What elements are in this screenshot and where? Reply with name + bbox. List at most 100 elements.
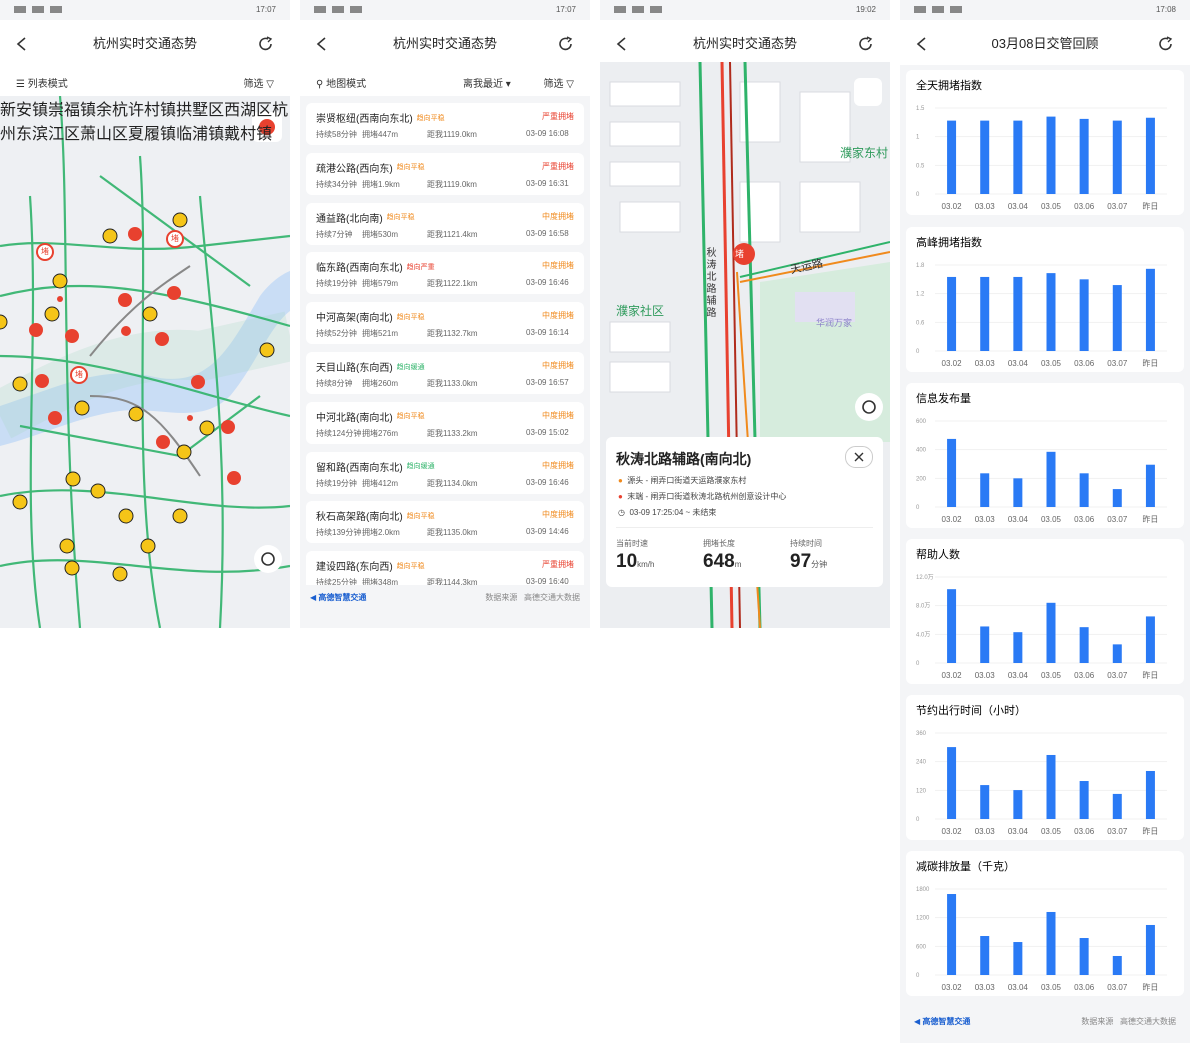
time: 03-09 16:08 bbox=[526, 129, 569, 138]
stat: 648m bbox=[703, 551, 741, 573]
list-item[interactable]: 崇贤枢纽(西南向东北) 趋向平稳 严重拥堵 持续58分钟 拥堵447m 距我1119.0k… bbox=[306, 103, 584, 145]
chart-title: 全天拥堵指数 bbox=[916, 78, 982, 92]
filter-label: 筛选 bbox=[243, 79, 264, 90]
refresh[interactable] bbox=[258, 36, 274, 52]
road-name: 临东路(西南向东北) bbox=[316, 263, 403, 275]
map-label: 华润万家 bbox=[816, 318, 853, 328]
footer: ◀ 高德智慧交通 数据来源 高德交通大数据 bbox=[914, 1017, 1176, 1026]
trend-tag: 趋向缓通 bbox=[406, 463, 435, 471]
list-item[interactable]: 建设四路(东向西) 趋向平稳 严重拥堵 持续25分钟 拥堵348m 距我1144.3km 0… bbox=[306, 551, 584, 585]
x-tick-label: 03.02 bbox=[942, 983, 963, 992]
bar bbox=[1112, 955, 1122, 975]
stat-unit: m bbox=[734, 560, 742, 569]
back[interactable] bbox=[16, 37, 28, 51]
x-tick-label: 03.07 bbox=[1107, 359, 1128, 368]
bar bbox=[980, 276, 990, 351]
x-tick-label: 03.03 bbox=[975, 202, 996, 211]
map-label: 萧山区 bbox=[80, 126, 129, 143]
list-item[interactable]: 秋石高架路(南向北) 趋向平稳 中度拥堵 持续139分钟 拥堵2.0km 距我1135.0… bbox=[306, 501, 584, 544]
list-item[interactable]: 通益路(北向南) 趋向平稳 中度拥堵 持续7分钟 拥堵530m 距我1121.4km 03-… bbox=[306, 202, 584, 245]
end: ● 末端 - 闸弄口街道秋涛北路杭州创意设计中心 bbox=[618, 492, 787, 501]
y-tick-label: 400 bbox=[916, 448, 927, 454]
item-title: 临东路(西南向东北) 趋向严重 bbox=[316, 259, 435, 274]
filter[interactable]: 筛选 ▽ bbox=[543, 79, 574, 90]
map-label: 临浦镇 bbox=[176, 126, 225, 143]
y-tick-label: 1 bbox=[916, 135, 920, 141]
map-marker: 堵 bbox=[735, 249, 745, 259]
chart-title: 减碳排放量（千克） bbox=[916, 859, 1015, 873]
status-bar: 19:02 bbox=[600, 0, 890, 20]
bar bbox=[1145, 464, 1155, 507]
time: 03-09 16:46 bbox=[526, 278, 569, 288]
y-tick-label: 0 bbox=[916, 661, 920, 667]
status: 中度拥堵 bbox=[542, 361, 574, 370]
screen-map: 17:07 杭州实时交通态势 ☰ 列表模式 筛选 ▽ 新安镇崇福镇余杭许村镇拱墅… bbox=[0, 0, 290, 628]
bar bbox=[1112, 120, 1122, 194]
distance: 距我1119.0km bbox=[427, 130, 477, 139]
list-item[interactable]: 留和路(西南向东北) 趋向缓通 中度拥堵 持续19分钟 拥堵412m 距我1134.0km… bbox=[306, 451, 584, 494]
list-mode[interactable]: ☰ 列表模式 bbox=[16, 79, 68, 90]
x-tick-label: 03.03 bbox=[975, 515, 996, 524]
y-tick-label: 8.0万 bbox=[916, 603, 930, 610]
y-tick-label: 1.8 bbox=[916, 263, 925, 269]
x-tick-label: 03.05 bbox=[1041, 827, 1062, 836]
item-title: 秋石高架路(南向北) 趋向平稳 bbox=[316, 508, 435, 523]
source: 高德交通大数据 bbox=[524, 593, 580, 602]
map-label: 天运路 bbox=[789, 257, 825, 277]
back[interactable] bbox=[916, 37, 928, 51]
x-tick-label: 昨日 bbox=[1142, 670, 1158, 680]
refresh[interactable] bbox=[558, 36, 574, 52]
stat-label: 拥堵长度 bbox=[703, 539, 735, 548]
chart-title: 信息发布量 bbox=[916, 391, 971, 405]
toolbar: ☰ 列表模式 筛选 ▽ bbox=[0, 68, 290, 96]
map-label: 滨江区 bbox=[32, 126, 81, 143]
charts: 全天拥堵指数 0 0.5 1 1.5 03.02 03.03 03.04 03.05 03.06 0… bbox=[906, 70, 1184, 996]
bar bbox=[1079, 938, 1089, 975]
trend-tag: 趋向缓通 bbox=[396, 363, 425, 371]
distance: 距我1134.0km bbox=[427, 478, 478, 488]
y-tick-label: 4.0万 bbox=[916, 631, 930, 638]
road-name: 秋石高架路(南向北) bbox=[316, 512, 403, 524]
map-mode[interactable]: ⚲ 地图模式 bbox=[316, 79, 367, 90]
x-tick-label: 03.07 bbox=[1107, 202, 1128, 211]
filter[interactable]: 筛选 ▽ bbox=[243, 79, 274, 90]
stat-unit: 分钟 bbox=[811, 560, 828, 569]
y-tick-label: 1800 bbox=[916, 887, 930, 893]
back[interactable] bbox=[616, 37, 628, 51]
x-tick-label: 03.06 bbox=[1074, 359, 1095, 368]
bar bbox=[947, 747, 957, 819]
status-bar: 17:07 bbox=[300, 0, 590, 20]
clock: 17:07 bbox=[255, 5, 276, 14]
x-tick-label: 昨日 bbox=[1142, 201, 1158, 211]
detail-card: 秋涛北路辅路(南向北) ● 源头 - 闸弄口街道天运路濮家东村 ● 末端 - 闸… bbox=[606, 437, 883, 587]
list-item[interactable]: 中河北路(南向北) 趋向平稳 中度拥堵 持续124分钟 拥堵276m 距我1133.2km… bbox=[306, 401, 584, 444]
duration: 持续124分钟 bbox=[316, 428, 362, 438]
source-label: 数据来源 bbox=[1081, 1017, 1114, 1026]
chart-title: 高峰拥堵指数 bbox=[916, 235, 982, 249]
x-tick-label: 03.05 bbox=[1041, 202, 1062, 211]
x-tick-label: 03.04 bbox=[1008, 359, 1029, 368]
stat-value: 10 bbox=[616, 551, 638, 572]
map-label: 秋涛北路辅路 bbox=[704, 247, 715, 319]
distance: 距我1133.0km bbox=[427, 379, 478, 388]
title: 03月08日交管回顾 bbox=[991, 36, 1099, 51]
bar bbox=[980, 785, 990, 819]
list-item[interactable]: 临东路(西南向东北) 趋向严重 中度拥堵 持续19分钟 拥堵579m 距我1122.1km… bbox=[306, 252, 584, 295]
close[interactable] bbox=[845, 446, 873, 468]
x-tick-label: 03.04 bbox=[1008, 827, 1029, 836]
list-mode-label: 列表模式 bbox=[27, 79, 68, 90]
trend-tag: 趋向平稳 bbox=[416, 114, 445, 122]
bar bbox=[947, 276, 957, 351]
distance: 距我1132.7km bbox=[427, 329, 478, 339]
refresh[interactable] bbox=[1158, 36, 1174, 52]
list-item[interactable]: 中河高架(南向北) 趋向平稳 中度拥堵 持续52分钟 拥堵521m 距我1132.7km 0… bbox=[306, 302, 584, 345]
back[interactable] bbox=[316, 37, 328, 51]
sort[interactable]: 离我最近 ▾ bbox=[463, 79, 511, 90]
status: 严重拥堵 bbox=[542, 112, 574, 121]
x-tick-label: 03.07 bbox=[1107, 827, 1128, 836]
refresh[interactable] bbox=[858, 36, 874, 52]
list-item[interactable]: 疏港公路(西向东) 趋向平稳 严重拥堵 持续34分钟 拥堵1.9km 距我1119.0km… bbox=[306, 152, 584, 195]
list-item[interactable]: 天目山路(东向西) 趋向缓通 中度拥堵 持续8分钟 拥堵260m 距我1133.0km 03… bbox=[306, 352, 584, 394]
status: 严重拥堵 bbox=[542, 560, 574, 570]
x-tick-label: 03.03 bbox=[975, 827, 996, 836]
